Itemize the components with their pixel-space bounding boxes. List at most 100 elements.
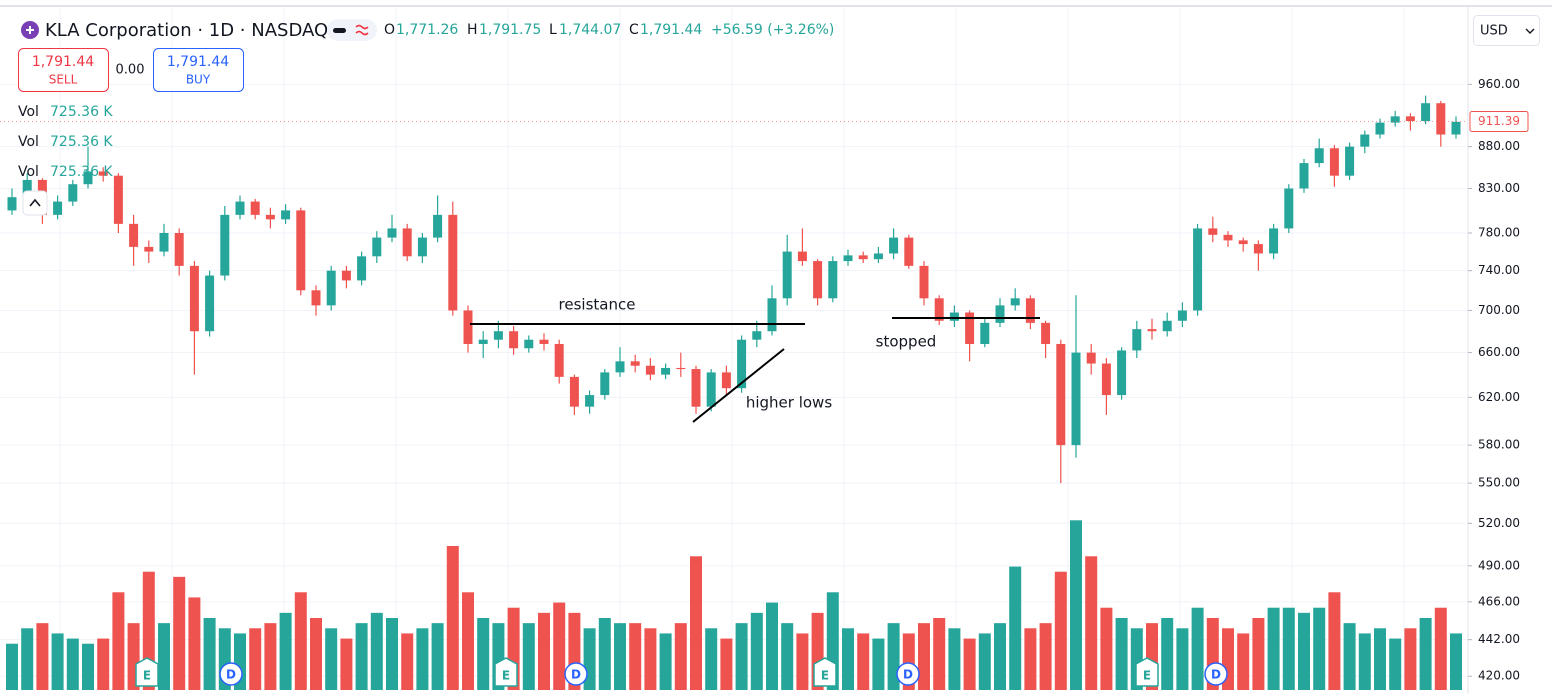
last-price-label: 911.39 xyxy=(1478,114,1520,128)
volume-bar xyxy=(1176,628,1189,690)
y-tick-label: 880.00 xyxy=(1478,139,1520,153)
candle-body xyxy=(357,256,367,281)
indicator-name[interactable]: Vol xyxy=(18,104,39,120)
volume-bar xyxy=(842,628,854,690)
ohlc-label: L xyxy=(549,22,557,38)
volume-bar xyxy=(1313,607,1326,690)
candle-body xyxy=(341,270,351,281)
volume-bar xyxy=(462,592,474,690)
candle-body xyxy=(98,171,108,176)
status-icon xyxy=(333,28,346,33)
volume-bar xyxy=(6,643,18,690)
volume-bar xyxy=(1161,618,1174,690)
volume-bar xyxy=(21,628,34,690)
ohlc-value: 1,791.75 xyxy=(479,22,541,38)
candle-body xyxy=(858,255,868,260)
volume-bar xyxy=(978,633,991,690)
logo-glyph xyxy=(26,26,34,34)
dividend-marker[interactable] xyxy=(896,662,920,686)
y-tick-label: 620.00 xyxy=(1478,390,1520,404)
candle-body xyxy=(1025,298,1035,323)
volume-bar xyxy=(446,546,459,690)
earnings-marker[interactable] xyxy=(135,657,159,687)
candle-body xyxy=(661,367,671,375)
volume-bar xyxy=(720,638,733,690)
dividend-marker[interactable] xyxy=(564,662,588,686)
sell-button[interactable] xyxy=(18,48,109,92)
candle-body xyxy=(676,367,686,370)
volume-bar xyxy=(340,638,353,690)
ohlc-value: 1,791.44 xyxy=(640,22,702,38)
indicator-name[interactable]: Vol xyxy=(18,134,39,150)
collapse-button[interactable] xyxy=(22,190,48,216)
candle-body xyxy=(721,372,731,389)
volume-bar xyxy=(1085,556,1098,690)
candle-body xyxy=(843,255,853,262)
candle-body xyxy=(1421,103,1431,122)
candle-body xyxy=(250,201,260,215)
candle-body xyxy=(615,361,625,373)
event-markers: E D E D E D E D xyxy=(135,657,1228,687)
currency-select[interactable] xyxy=(1473,15,1540,46)
y-tick-label: 700.00 xyxy=(1478,303,1520,317)
candle-body xyxy=(113,175,123,224)
candle-body xyxy=(1223,234,1233,241)
volume-bar xyxy=(203,618,216,690)
trend-line[interactable] xyxy=(692,348,785,423)
volume-bar xyxy=(1404,628,1417,690)
candle-body xyxy=(296,210,306,291)
dividend-marker[interactable] xyxy=(219,662,243,686)
status-pill[interactable] xyxy=(327,19,377,41)
volume-bar xyxy=(918,623,930,690)
event-label: E xyxy=(821,669,829,683)
candle-body xyxy=(1147,329,1157,332)
volume-bar xyxy=(477,618,490,690)
buy-label: BUY xyxy=(186,73,211,87)
buy-button[interactable] xyxy=(153,48,244,92)
y-tick-label: 580.00 xyxy=(1478,438,1520,452)
volume-bar xyxy=(1450,633,1462,690)
earnings-marker[interactable] xyxy=(813,657,837,687)
event-label: D xyxy=(1211,668,1221,682)
volume-bar xyxy=(1100,607,1113,690)
candle-body xyxy=(1405,116,1415,122)
volume-bar xyxy=(355,623,368,690)
candle-body xyxy=(205,275,215,332)
volume-bar xyxy=(766,602,778,690)
candle-body xyxy=(478,339,488,344)
candle-body xyxy=(326,270,336,306)
earnings-marker[interactable] xyxy=(1135,657,1159,687)
candle-body xyxy=(174,232,184,266)
candle-body xyxy=(1041,322,1051,344)
candle-body xyxy=(949,312,959,321)
volume-bar xyxy=(507,607,520,690)
event-label: D xyxy=(903,668,913,682)
volume-bar xyxy=(522,623,535,690)
earnings-marker[interactable] xyxy=(494,657,518,687)
y-tick-label: 420.00 xyxy=(1478,669,1520,683)
candle-body xyxy=(1451,121,1461,135)
candle-body xyxy=(281,210,291,220)
candle-body xyxy=(1177,310,1187,321)
y-tick-label: 466.00 xyxy=(1478,594,1520,608)
candle-body xyxy=(463,310,473,344)
y-tick-label: 520.00 xyxy=(1478,516,1520,530)
candle-body xyxy=(980,322,990,344)
ohlc-value: 1,771.26 xyxy=(396,22,458,38)
volume-bar xyxy=(1389,638,1402,690)
candle-body xyxy=(1086,352,1096,364)
candle-body xyxy=(797,251,807,262)
dividend-marker[interactable] xyxy=(1204,662,1228,686)
indicator-name[interactable]: Vol xyxy=(18,164,39,180)
candle-body xyxy=(873,253,883,260)
volume-bar xyxy=(1070,520,1082,690)
candle-body xyxy=(129,223,139,247)
ohlc-label: H xyxy=(467,22,478,38)
symbol-title[interactable]: KLA Corporation · 1D · NASDAQ xyxy=(45,20,328,41)
volume-bar xyxy=(1343,623,1356,690)
candle-body xyxy=(1314,148,1324,164)
volume-bar xyxy=(781,623,794,690)
candle-body xyxy=(1056,343,1066,446)
volume-bar xyxy=(173,576,186,690)
